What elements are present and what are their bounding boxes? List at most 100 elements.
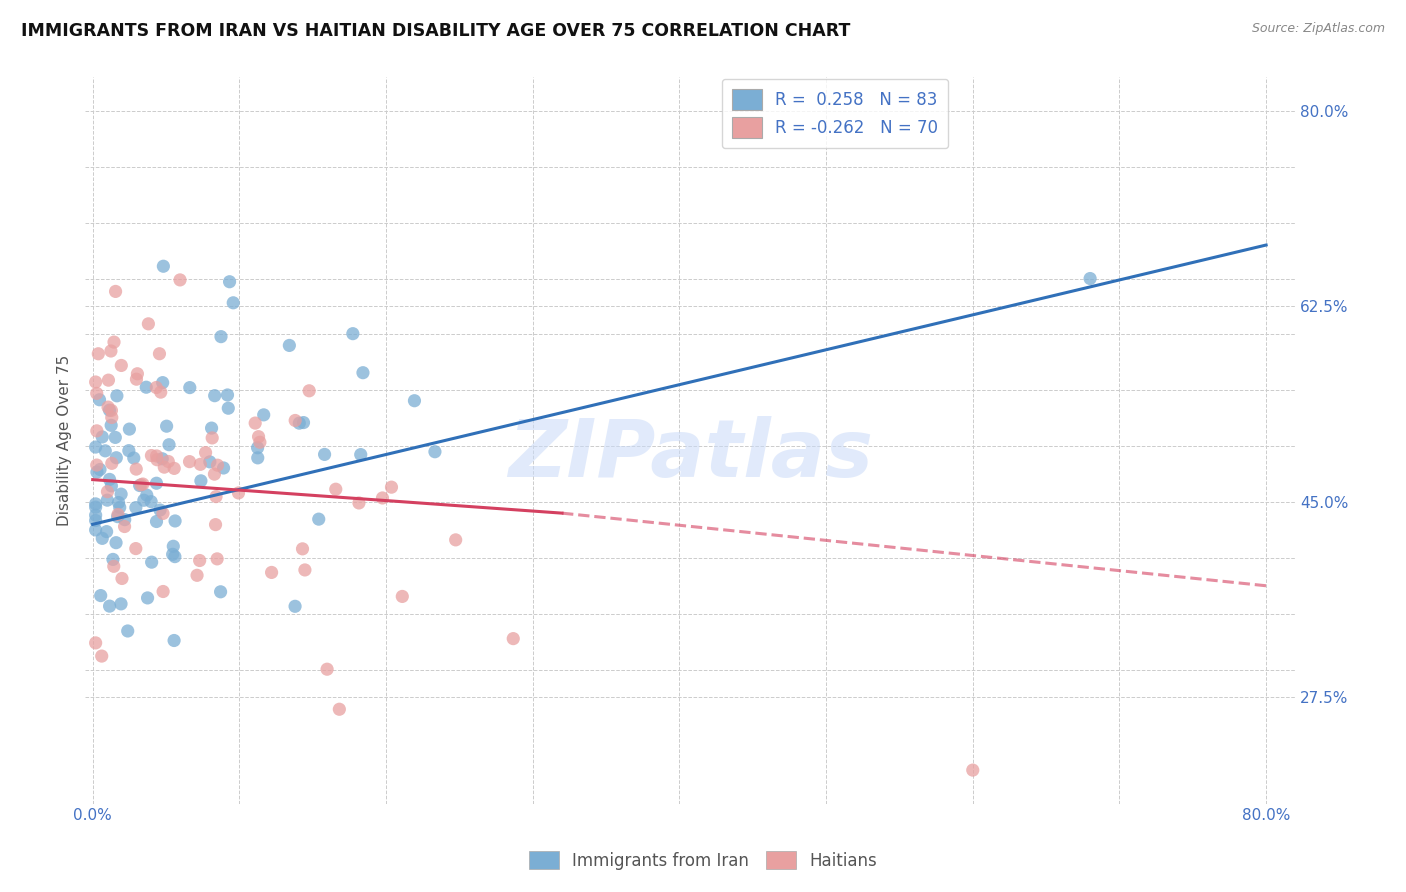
Point bbox=[217, 388, 239, 402]
Point bbox=[90, 649, 112, 664]
Point bbox=[101, 552, 124, 566]
Point bbox=[188, 553, 211, 567]
Point bbox=[205, 490, 228, 504]
Point bbox=[100, 479, 122, 493]
Point bbox=[194, 445, 217, 459]
Point bbox=[98, 472, 121, 486]
Point bbox=[246, 441, 269, 455]
Point bbox=[165, 514, 187, 528]
Point bbox=[148, 347, 170, 361]
Point bbox=[86, 424, 108, 438]
Point bbox=[84, 636, 107, 650]
Point bbox=[200, 421, 222, 435]
Point bbox=[209, 329, 232, 343]
Point bbox=[179, 455, 201, 469]
Point bbox=[132, 477, 155, 491]
Point bbox=[96, 524, 118, 539]
Point bbox=[89, 462, 111, 476]
Point bbox=[84, 500, 107, 515]
Point bbox=[149, 385, 172, 400]
Point bbox=[153, 460, 176, 475]
Point bbox=[253, 408, 276, 422]
Point bbox=[294, 563, 316, 577]
Point bbox=[342, 326, 364, 341]
Point bbox=[91, 532, 114, 546]
Point bbox=[105, 535, 128, 549]
Point bbox=[104, 285, 127, 299]
Point bbox=[84, 523, 107, 537]
Point bbox=[162, 539, 184, 553]
Legend: Immigrants from Iran, Haitians: Immigrants from Iran, Haitians bbox=[523, 845, 883, 877]
Point bbox=[145, 515, 167, 529]
Point bbox=[135, 488, 157, 502]
Point bbox=[125, 372, 148, 386]
Point bbox=[84, 440, 107, 454]
Point bbox=[152, 259, 174, 273]
Point bbox=[94, 443, 117, 458]
Point bbox=[128, 478, 150, 492]
Point bbox=[145, 476, 167, 491]
Point bbox=[100, 403, 122, 417]
Point bbox=[325, 482, 347, 496]
Point bbox=[308, 512, 330, 526]
Point bbox=[163, 549, 186, 564]
Point bbox=[316, 662, 339, 676]
Point bbox=[141, 494, 163, 508]
Point bbox=[150, 451, 173, 466]
Point bbox=[86, 386, 108, 401]
Point bbox=[101, 456, 124, 470]
Point bbox=[186, 568, 208, 582]
Point bbox=[105, 450, 128, 465]
Point bbox=[114, 519, 136, 533]
Point bbox=[97, 400, 120, 414]
Point bbox=[136, 591, 159, 605]
Point bbox=[98, 599, 121, 614]
Point bbox=[138, 317, 160, 331]
Point bbox=[152, 376, 174, 390]
Point bbox=[260, 566, 283, 580]
Point bbox=[278, 338, 301, 352]
Point bbox=[122, 451, 145, 466]
Point bbox=[89, 392, 111, 407]
Point bbox=[141, 449, 163, 463]
Point bbox=[97, 373, 120, 387]
Point bbox=[100, 344, 122, 359]
Point bbox=[247, 430, 270, 444]
Point bbox=[217, 401, 239, 416]
Point bbox=[205, 552, 228, 566]
Point bbox=[291, 541, 314, 556]
Point bbox=[149, 503, 172, 517]
Point bbox=[162, 547, 184, 561]
Point bbox=[117, 624, 139, 638]
Point bbox=[212, 461, 235, 475]
Point bbox=[157, 438, 180, 452]
Point bbox=[1078, 271, 1101, 285]
Point bbox=[118, 422, 141, 436]
Point bbox=[135, 380, 157, 394]
Point bbox=[347, 496, 370, 510]
Point bbox=[84, 375, 107, 389]
Point bbox=[107, 495, 129, 509]
Point bbox=[86, 465, 108, 479]
Point bbox=[962, 763, 984, 777]
Point bbox=[104, 430, 127, 444]
Point bbox=[84, 508, 107, 523]
Point bbox=[87, 347, 110, 361]
Point bbox=[284, 413, 307, 427]
Point bbox=[288, 416, 311, 430]
Point bbox=[118, 443, 141, 458]
Text: IMMIGRANTS FROM IRAN VS HAITIAN DISABILITY AGE OVER 75 CORRELATION CHART: IMMIGRANTS FROM IRAN VS HAITIAN DISABILI… bbox=[21, 22, 851, 40]
Point bbox=[179, 381, 201, 395]
Point bbox=[132, 493, 155, 508]
Point bbox=[125, 462, 148, 476]
Point bbox=[228, 486, 250, 500]
Point bbox=[156, 419, 179, 434]
Point bbox=[198, 455, 221, 469]
Point bbox=[163, 461, 186, 475]
Point bbox=[502, 632, 524, 646]
Point bbox=[110, 597, 132, 611]
Point bbox=[100, 418, 122, 433]
Point bbox=[157, 454, 180, 468]
Point bbox=[245, 416, 267, 430]
Point bbox=[314, 447, 336, 461]
